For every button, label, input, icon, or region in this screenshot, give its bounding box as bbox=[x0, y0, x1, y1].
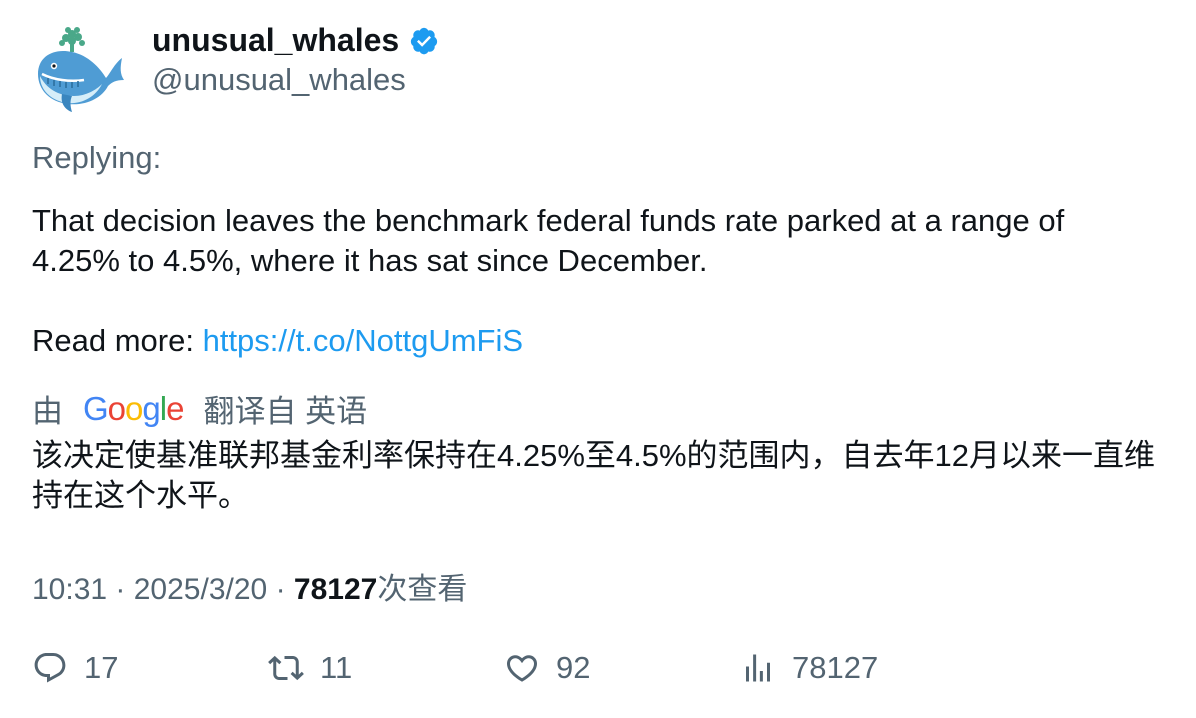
translated-text: 该决定使基准联邦基金利率保持在4.25%至4.5%的范围内，自去年12月以来一直… bbox=[32, 438, 1156, 513]
author-display-name[interactable]: unusual_whales bbox=[152, 22, 439, 59]
display-name-text[interactable]: unusual_whales bbox=[152, 22, 400, 58]
reply-count: 17 bbox=[84, 650, 119, 685]
like-button[interactable]: 92 bbox=[504, 650, 590, 686]
meta-separator: · bbox=[115, 573, 134, 606]
heart-icon bbox=[506, 655, 538, 682]
views-chart-icon bbox=[746, 654, 770, 682]
translation-suffix[interactable]: 翻译自 英语 bbox=[203, 394, 368, 429]
verified-badge-icon bbox=[411, 27, 438, 54]
google-logo-icon: Google bbox=[83, 389, 184, 427]
read-more-line: Read more: https://t.co/NottgUmFiS bbox=[32, 321, 1152, 361]
tweet-meta: 10:31 · 2025/3/20 · 78127次查看 bbox=[32, 564, 467, 608]
tweet-date[interactable]: 2025/3/20 bbox=[133, 573, 268, 606]
meta-separator: · bbox=[275, 573, 294, 606]
translation-attribution: 由 Google 翻译自 英语 bbox=[32, 386, 367, 431]
tweet-body: That decision leaves the benchmark feder… bbox=[32, 201, 1152, 361]
views-count: 78127 bbox=[293, 573, 378, 606]
views-action-count: 78127 bbox=[792, 650, 879, 685]
avatar[interactable] bbox=[32, 24, 128, 114]
translation-prefix: 由 bbox=[32, 394, 63, 429]
read-more-label: Read more: bbox=[32, 323, 194, 358]
retweet-count: 11 bbox=[320, 650, 353, 685]
tweet-text: That decision leaves the benchmark feder… bbox=[32, 203, 1065, 278]
tweet-time[interactable]: 10:31 bbox=[32, 573, 108, 606]
views-label: 次查看 bbox=[377, 573, 468, 606]
replying-label: Replying: bbox=[32, 140, 162, 175]
reply-button[interactable]: 17 bbox=[32, 650, 118, 686]
retweet-icon bbox=[268, 655, 304, 681]
views-button[interactable]: 78127 bbox=[740, 650, 878, 686]
tweet-link[interactable]: https://t.co/NottgUmFiS bbox=[202, 323, 524, 358]
author-handle[interactable]: @unusual_whales bbox=[152, 62, 406, 97]
whale-avatar-icon bbox=[38, 27, 124, 112]
reply-icon bbox=[34, 653, 66, 683]
like-count: 92 bbox=[556, 650, 591, 685]
tweet-actions: 17 11 92 78127 bbox=[32, 650, 1162, 694]
retweet-button[interactable]: 11 bbox=[268, 650, 352, 686]
